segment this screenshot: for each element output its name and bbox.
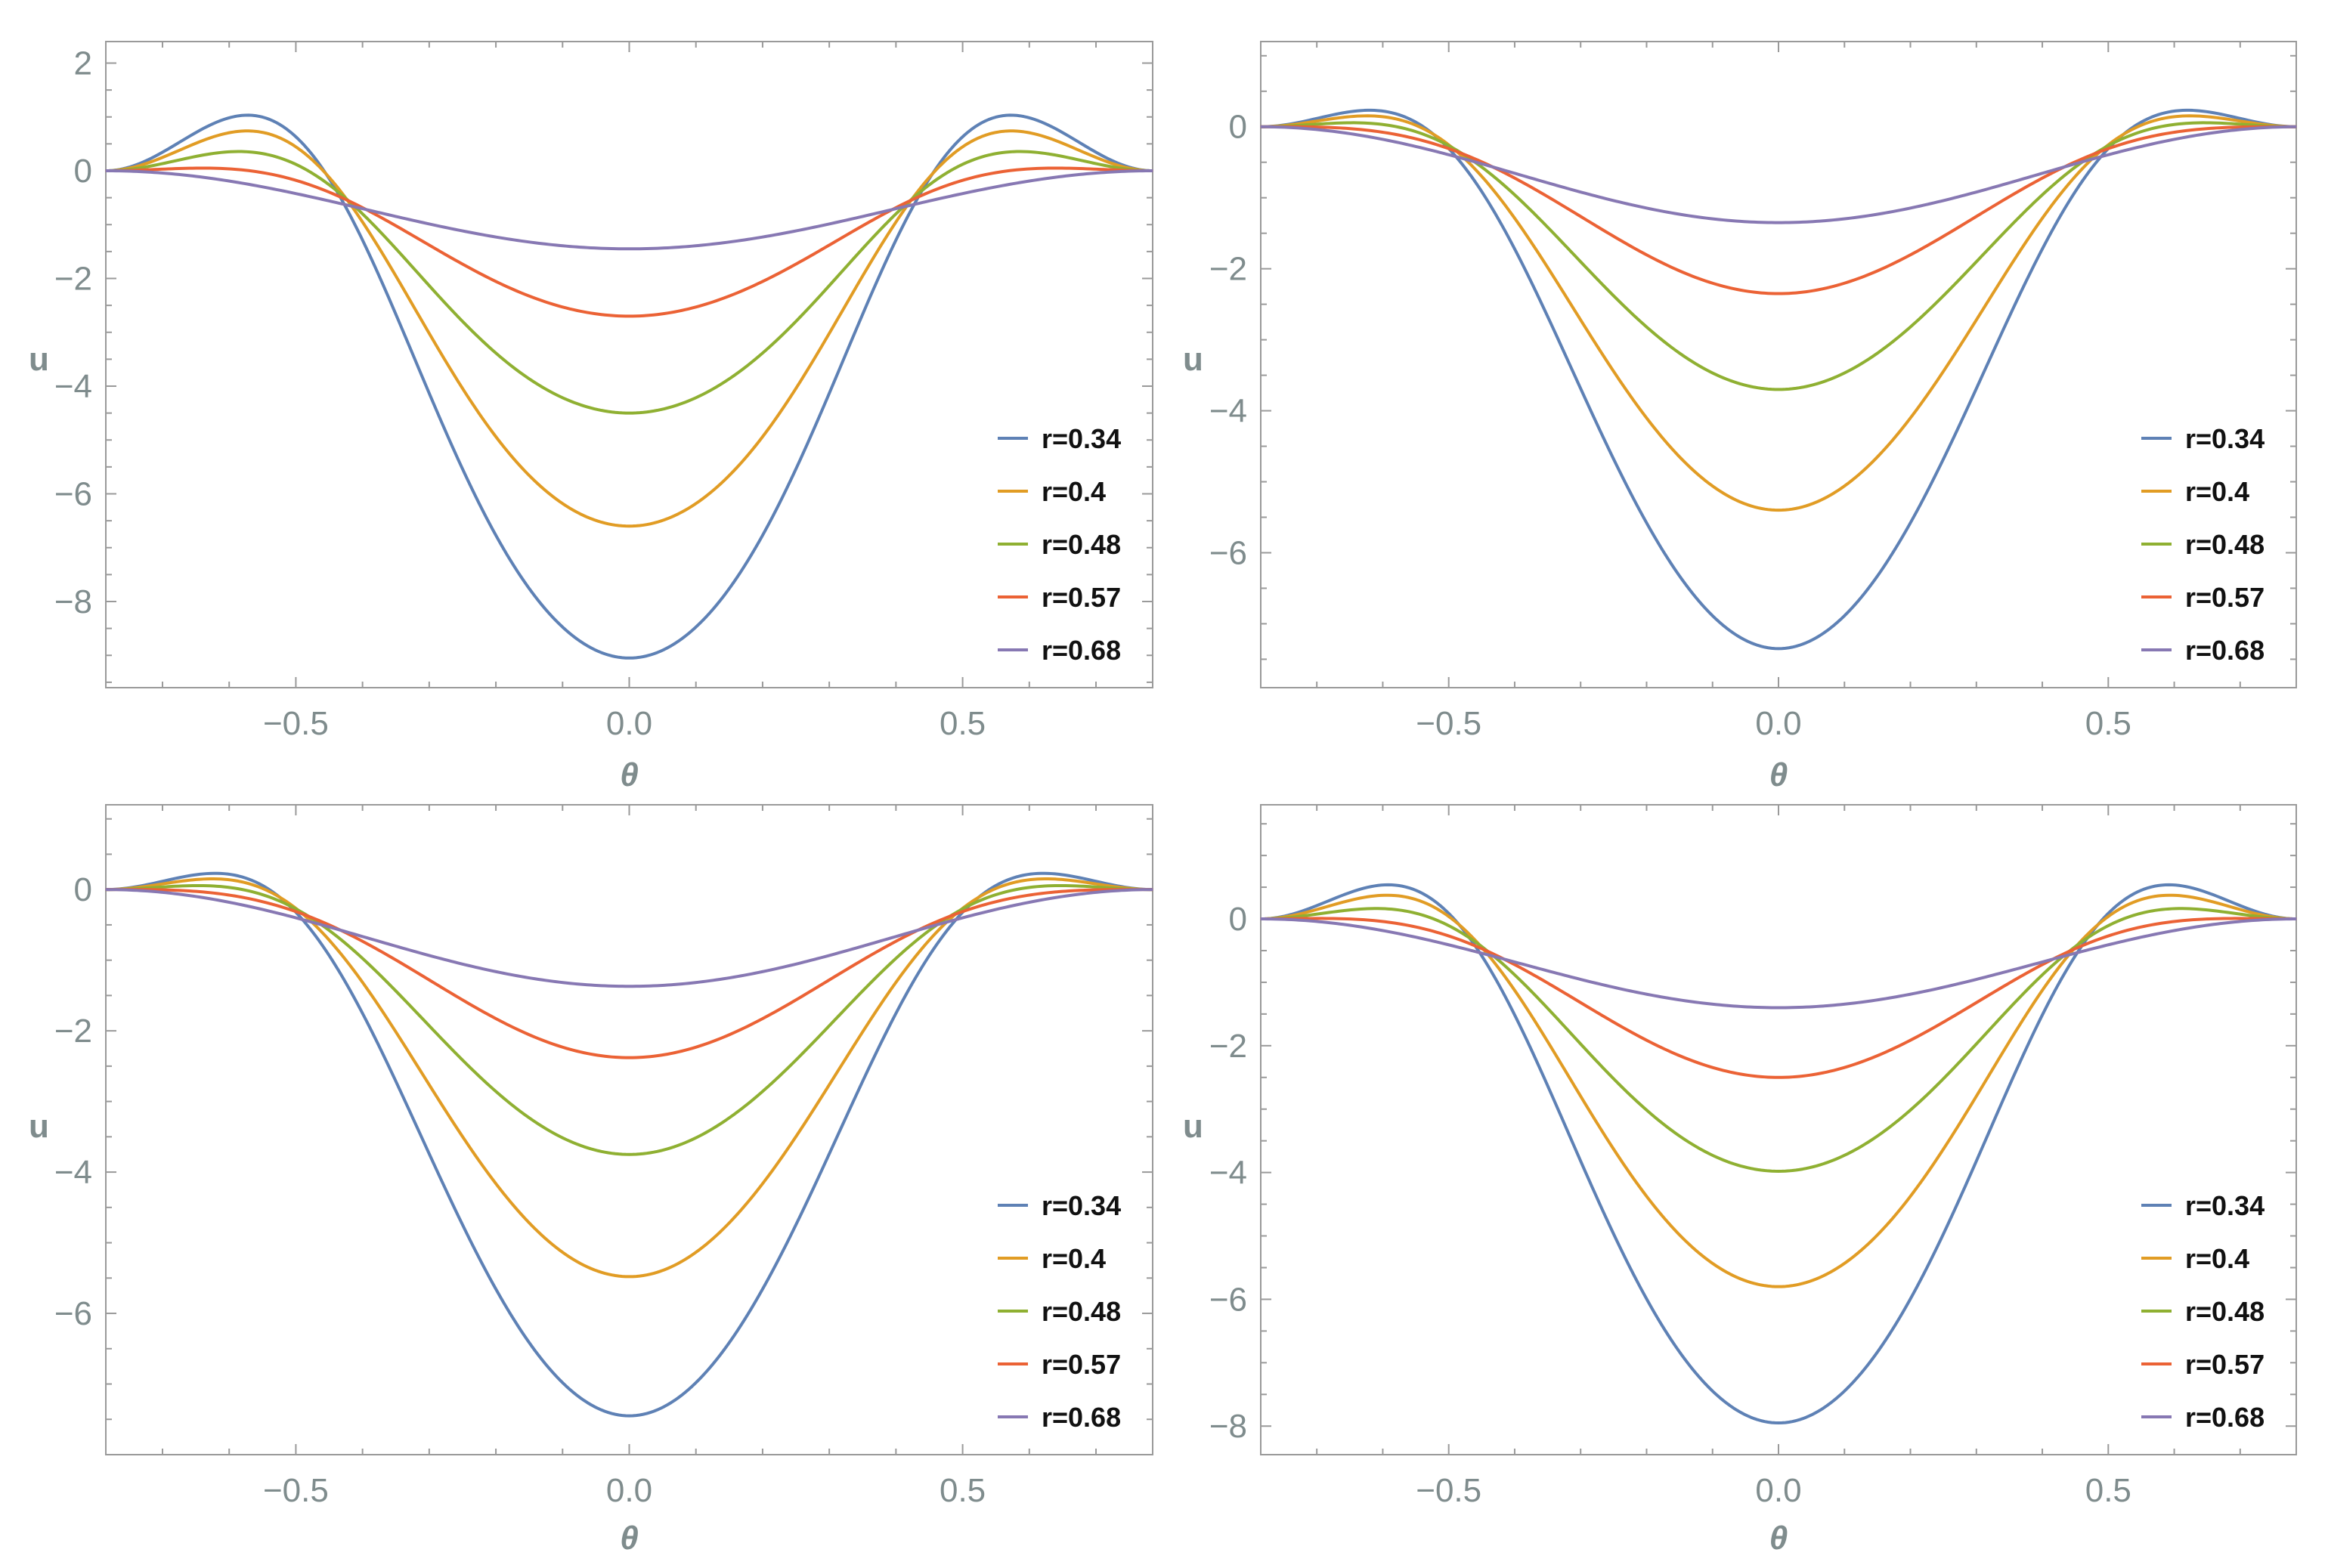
plot-frame	[105, 41, 1153, 688]
series-line-r-0-4	[105, 129, 1153, 528]
x-tick-label: −0.5	[263, 705, 329, 742]
series-line-r-0-68	[1260, 125, 2297, 224]
x-tick-label: −0.5	[1416, 705, 1481, 742]
y-axis-title: u	[1183, 1108, 1203, 1145]
x-tick-label: 0.0	[606, 1472, 652, 1509]
y-axis-title: u	[1183, 341, 1203, 378]
legend-entry: r=0.48	[2185, 529, 2265, 560]
plot-panel-2: −0.5 0.0 0.5 0 −2 −4 −6 u θ r=0.34 r=0.4 r=0.48 r=0.…	[1183, 41, 2297, 793]
y-tick-label: −4	[1209, 393, 1247, 430]
plot-panel-1: −0.5 0.0 0.5 2 0 −2 −4 −6 −8 u θ r=0.34 r=0.4 r=0.48 r…	[29, 41, 1153, 793]
legend-entry: r=0.57	[2185, 582, 2265, 613]
x-axis-title: θ	[1769, 756, 1788, 793]
y-tick-label: −6	[54, 1295, 92, 1332]
series-line-r-0-48	[105, 150, 1153, 415]
y-tick-label: 0	[74, 153, 92, 190]
y-tick-label: −6	[1209, 534, 1247, 571]
plot-panel-3: −0.5 0.0 0.5 0 −2 −4 −6 u θ r=0.34 r=0.4 r=0.48 r=0.…	[29, 804, 1153, 1557]
y-axis-title: u	[29, 341, 49, 378]
y-tick-label: −2	[1209, 251, 1247, 288]
series-line-r-0-34	[1260, 883, 2297, 1425]
y-tick-label: −4	[54, 368, 92, 405]
plot-frame	[1260, 804, 2297, 1455]
series-line-r-0-4	[1260, 114, 2297, 512]
legend-entry: r=0.34	[2185, 1190, 2265, 1221]
x-tick-label: 0.5	[940, 1472, 986, 1509]
legend-entry: r=0.4	[1042, 1243, 1106, 1274]
x-tick-label: 0.0	[1755, 1472, 1801, 1509]
legend-entry: r=0.48	[1042, 529, 1121, 560]
x-tick-label: −0.5	[1416, 1472, 1481, 1509]
series-line-r-0-68	[105, 888, 1153, 988]
x-axis-title: θ	[1769, 1520, 1788, 1557]
series-line-r-0-57	[1260, 125, 2297, 295]
legend-entry: r=0.4	[1042, 476, 1106, 507]
legend-entry: r=0.57	[2185, 1349, 2265, 1380]
series-line-r-0-4	[1260, 893, 2297, 1288]
x-axis-title: θ	[620, 756, 639, 793]
y-tick-label: −4	[1209, 1155, 1247, 1192]
y-tick-label: −8	[1209, 1408, 1247, 1445]
legend-entry: r=0.68	[1042, 1402, 1121, 1433]
y-tick-label: 0	[74, 871, 92, 908]
y-tick-label: 0	[1229, 109, 1247, 146]
series-line-r-0-68	[1260, 917, 2297, 1010]
y-tick-label: −2	[1209, 1028, 1247, 1065]
legend-entry: r=0.68	[1042, 635, 1121, 666]
legend-entry: r=0.57	[1042, 582, 1121, 613]
legend-entry: r=0.57	[1042, 1349, 1121, 1380]
series-line-r-0-34	[1260, 108, 2297, 651]
legend-entry: r=0.48	[1042, 1296, 1121, 1327]
series-line-r-0-68	[105, 169, 1153, 251]
x-tick-label: 0.0	[606, 705, 652, 742]
y-tick-label: −2	[54, 1013, 92, 1050]
y-tick-label: 0	[1229, 901, 1247, 938]
series-line-r-0-57	[1260, 917, 2297, 1079]
y-tick-label: 2	[74, 45, 92, 82]
legend-entry: r=0.48	[2185, 1296, 2265, 1327]
legend-entry: r=0.68	[2185, 635, 2265, 666]
y-tick-label: −2	[54, 261, 92, 298]
series-line-r-0-4	[105, 877, 1153, 1279]
x-axis-title: θ	[620, 1520, 639, 1557]
legend-entry: r=0.4	[2185, 1243, 2249, 1274]
x-tick-label: −0.5	[263, 1472, 329, 1509]
y-axis-title: u	[29, 1108, 49, 1145]
y-tick-label: −4	[54, 1154, 92, 1191]
y-tick-label: −6	[54, 476, 92, 513]
legend-entry: r=0.34	[1042, 1190, 1121, 1221]
legend-entry: r=0.34	[1042, 423, 1121, 454]
series-line-r-0-57	[105, 166, 1153, 318]
series-line-r-0-34	[105, 871, 1153, 1418]
x-tick-label: 0.5	[940, 705, 986, 742]
legend-entry: r=0.34	[2185, 423, 2265, 454]
plot-panel-4: −0.5 0.0 0.5 0 −2 −4 −6 −8 u θ r=0.34 r=0.4 r=0.48 r=…	[1183, 804, 2297, 1557]
series-line-r-0-48	[1260, 907, 2297, 1173]
x-tick-label: 0.0	[1755, 705, 1801, 742]
y-tick-label: −6	[1209, 1281, 1247, 1318]
legend-entry: r=0.68	[2185, 1402, 2265, 1433]
series-line-r-0-34	[105, 113, 1153, 660]
series-line-r-0-48	[1260, 121, 2297, 391]
series-line-r-0-57	[105, 888, 1153, 1059]
series-line-r-0-48	[105, 883, 1153, 1156]
y-tick-label: −8	[54, 583, 92, 620]
legend-entry: r=0.4	[2185, 476, 2249, 507]
x-tick-label: 0.5	[2085, 705, 2131, 742]
x-tick-label: 0.5	[2085, 1472, 2131, 1509]
